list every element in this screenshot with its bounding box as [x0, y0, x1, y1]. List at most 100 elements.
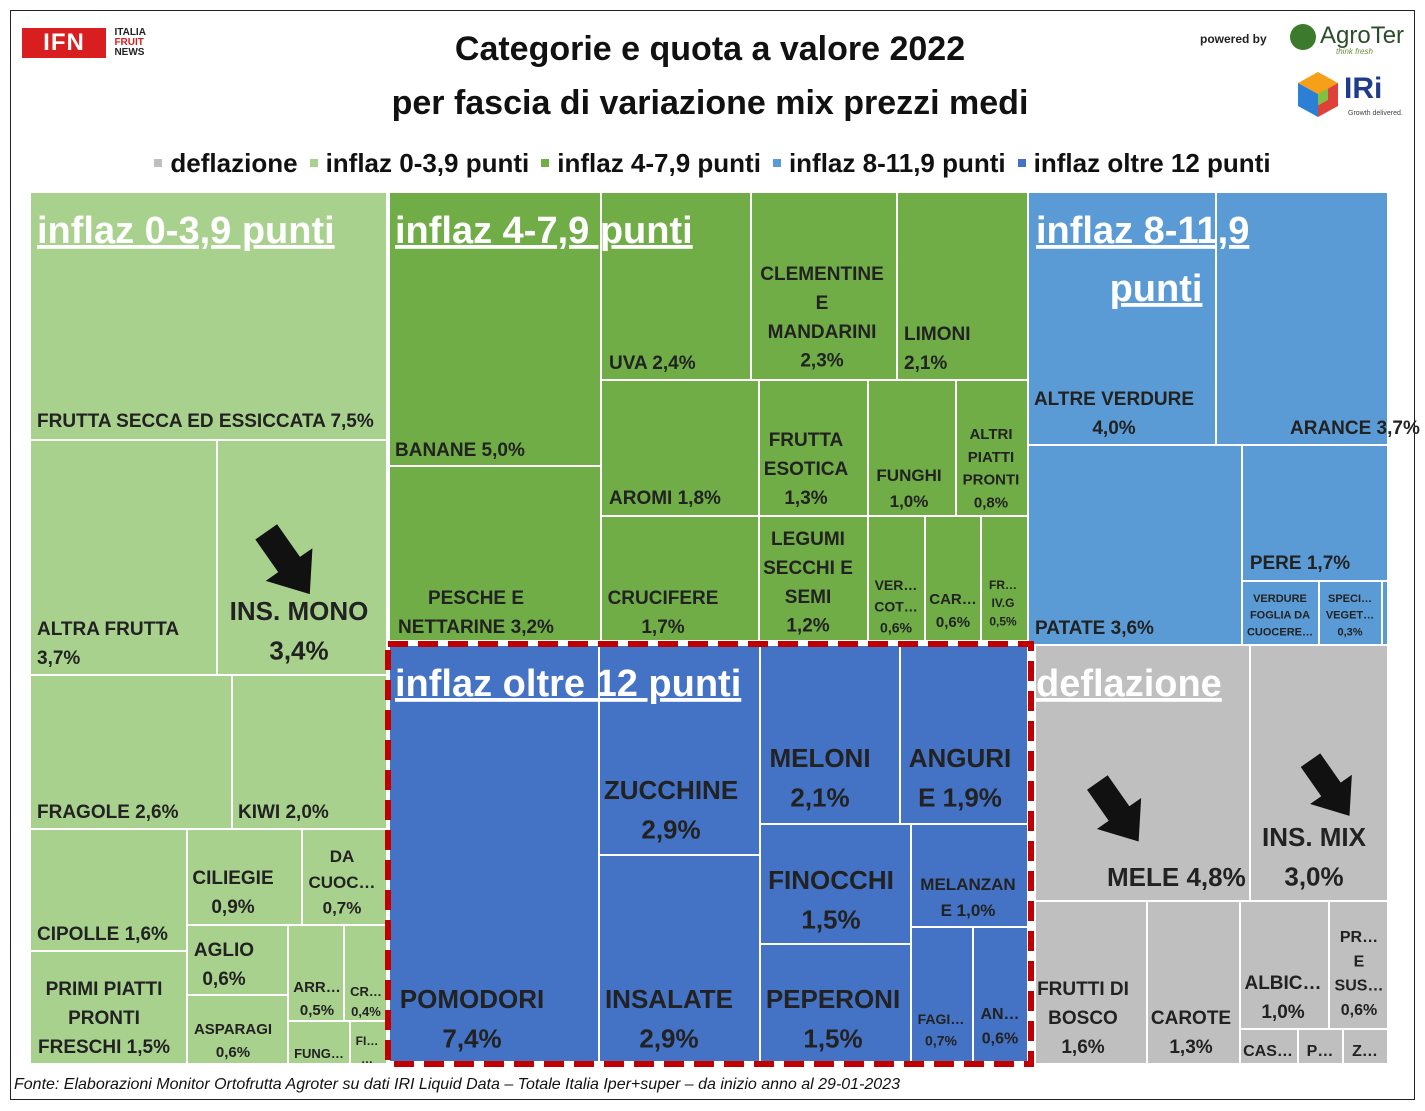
tile-label: FRUTTA ESOTICA 1,3% — [764, 430, 849, 509]
treemap-tile — [758, 379, 869, 517]
treemap-tile — [1342, 1028, 1389, 1065]
group-label-line: inflaz 4-7,9 punti — [395, 210, 693, 252]
tile-label: PR… E SUS… 0,6% — [1335, 929, 1384, 1019]
tile-label-line: ARANCE 3,7% — [1290, 418, 1420, 439]
treemap-tile — [301, 828, 388, 926]
arrow-down-icon — [1300, 753, 1352, 816]
tile-label-line: 0,7% — [925, 1032, 957, 1048]
tile-label-line: PEPERONI — [766, 984, 900, 1014]
tile-label-line: FI… — [356, 1034, 379, 1048]
tile-label-line: 2,9% — [639, 1024, 698, 1054]
legend-swatch — [772, 159, 781, 167]
tile-label-line: PRIMI PIATTI — [46, 979, 163, 1000]
tile-label-line: FRUTTA SECCA ED ESSICCATA 7,5% — [37, 411, 374, 432]
treemap-tile — [759, 943, 912, 1063]
tile-label-line: CUOC… — [308, 873, 375, 892]
tile-label: VERDURE FOGLIA DA CUOCERE… — [1247, 593, 1313, 638]
tile-label: FUNGHI 1,0% — [876, 466, 941, 511]
tile-label-line: BOSCO — [1048, 1008, 1118, 1029]
legend-item: deflazione — [154, 147, 298, 179]
tile-label-line: VERDURE — [1253, 593, 1307, 605]
tile-label: AGLIO 0,6% — [194, 940, 254, 990]
tile-label: FRUTTA SECCA ED ESSICCATA 7,5% — [37, 411, 374, 432]
tile-label-line: P… — [1307, 1043, 1334, 1060]
tile-label-line: CAR… — [929, 591, 977, 608]
legend-swatch — [154, 159, 163, 167]
treemap-tile — [1034, 644, 1251, 902]
treemap-tile — [1328, 900, 1389, 1030]
tile-label-line: SPECI… — [1328, 593, 1372, 605]
ifn-logo: IFN ITALIA FRUIT NEWS — [22, 28, 146, 58]
tile-label-line: 2,3% — [800, 351, 843, 372]
tile-label-line: PR… — [1340, 929, 1378, 946]
tile-label: PERE 1,7% — [1250, 553, 1350, 574]
tile-label: CAR… 0,6% — [929, 591, 977, 631]
tile-label-line: 0,8% — [974, 494, 1008, 511]
treemap-tile — [867, 379, 957, 517]
tile-label-line: SUS… — [1335, 978, 1384, 995]
tile-label-line: ALTRA FRUTTA — [37, 619, 179, 640]
treemap-tile — [750, 191, 898, 381]
tile-label-line: 0,9% — [211, 897, 254, 918]
tile-label-line: 4,0% — [1092, 418, 1135, 439]
tile-label-line: AN… — [980, 1006, 1019, 1023]
ifn-sub-line: FRUIT — [114, 37, 144, 48]
tile-label: CLEMENTINE E MANDARINI 2,3% — [760, 264, 884, 372]
tile-label-line: 0,4% — [351, 1004, 381, 1019]
group-label-line: inflaz oltre 12 punti — [395, 663, 741, 705]
tile-label-line: CLEMENTINE — [760, 264, 884, 285]
tile-label-line: IV.G — [992, 596, 1015, 610]
tile-label: CAROTE 1,3% — [1151, 1008, 1231, 1058]
treemap-tile — [758, 515, 869, 642]
tile-label: PEPERONI 1,5% — [766, 984, 900, 1054]
tile-label-line: 1,0% — [890, 492, 929, 511]
tile-label: INS. MIX 3,0% — [1262, 822, 1367, 892]
tile-label: ARANCE 3,7% — [1290, 418, 1420, 439]
tile-label-line: E — [816, 293, 829, 314]
tile-label: UVA 2,4% — [609, 353, 696, 374]
tile-label-line: CR… — [350, 984, 382, 999]
tile-label-line: PERE 1,7% — [1250, 553, 1350, 574]
tile-label-line: NETTARINE 3,2% — [398, 617, 554, 638]
treemap-tile — [600, 379, 760, 517]
tile-label-line: 3,4% — [269, 636, 328, 666]
arrow-down-icon — [1087, 775, 1142, 842]
tile-label: FR… IV.G 0,5% — [989, 578, 1017, 628]
agroter-tagline: think fresh — [1336, 47, 1373, 56]
group-label-line: inflaz 0-3,9 punti — [37, 210, 335, 252]
powered-by-label: powered by — [1200, 32, 1267, 46]
tile-label-line: CAROTE — [1151, 1008, 1231, 1029]
tile-label-line: 0,6% — [880, 620, 912, 636]
treemap-tile — [29, 828, 188, 952]
tile-label: ALTRE VERDURE 4,0% — [1034, 389, 1194, 439]
tile-label: PESCHE E NETTARINE 3,2% — [398, 588, 554, 638]
tile-label-line: SEMI — [785, 587, 831, 608]
tile-label-line: PESCHE E — [428, 588, 524, 609]
treemap-tile — [1297, 1028, 1344, 1065]
iri-tagline: Growth delivered. — [1348, 110, 1403, 117]
tile-label-line: CRUCIFERE — [608, 588, 719, 609]
tile-label: FI…… — [356, 1034, 379, 1066]
tile-label-line: LEGUMI — [771, 529, 845, 550]
group-label: inflaz 8-11,9 punti — [1036, 210, 1249, 310]
legend-label: inflaz 8-11,9 punti — [788, 147, 1006, 178]
tile-label: MELANZAN E 1,0% — [920, 875, 1015, 920]
legend-label: inflaz 4-7,9 punti — [557, 147, 761, 178]
tile-label-line: INSALATE — [605, 984, 733, 1014]
tile-label-line: Z… — [1352, 1043, 1378, 1060]
agroter-logo: AgroTer — [1290, 22, 1404, 50]
tile-label-line: CUOCERE… — [1247, 626, 1313, 638]
tile-label-line: CAS… — [1243, 1043, 1293, 1060]
tile-label-line: E 1,9% — [918, 783, 1002, 813]
treemap-tile — [1146, 900, 1241, 1065]
tile-label-line: BANANE 5,0% — [395, 440, 525, 461]
tile-label: CRUCIFERE 1,7% — [608, 588, 719, 638]
tile-label: LIMONI 2,1% — [904, 324, 971, 374]
ifn-logo-subtitle: ITALIA FRUIT NEWS — [114, 28, 145, 58]
group-label-line: deflazione — [1036, 663, 1222, 705]
tile-label-line: E 1,0% — [941, 901, 996, 920]
tile-label-line: MELE 4,8% — [1107, 862, 1246, 892]
tile-label-line: SECCHI E — [763, 558, 853, 579]
tile-label-line: AROMI 1,8% — [609, 488, 721, 509]
legend-label: deflazione — [170, 147, 298, 178]
